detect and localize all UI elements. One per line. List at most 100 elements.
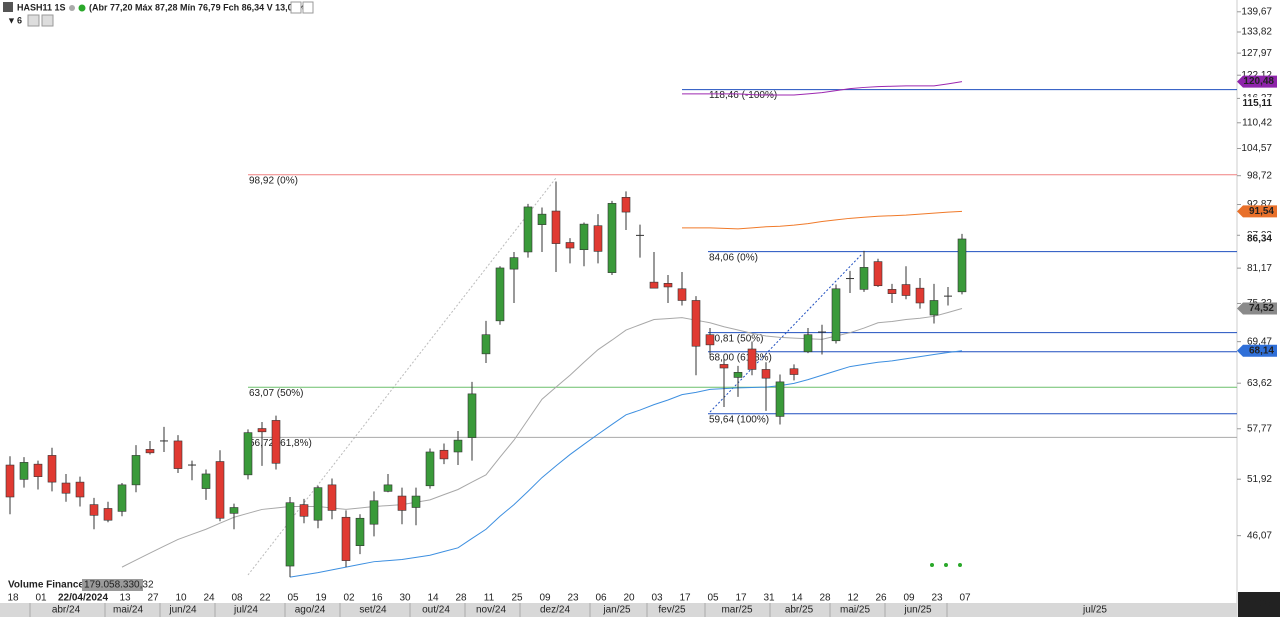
month-label: mai/25 xyxy=(840,605,870,616)
x-tick-label: 05 xyxy=(707,593,719,604)
clock: 1h08 xyxy=(1248,599,1271,610)
candle-body xyxy=(803,334,813,353)
month-label: abr/24 xyxy=(52,605,81,616)
candle-body xyxy=(873,261,883,287)
candle-body xyxy=(229,507,239,514)
candle-body xyxy=(747,348,757,370)
candle-body xyxy=(649,281,659,289)
x-tick-label: 31 xyxy=(763,593,775,604)
candle-body xyxy=(565,242,575,249)
candle-body xyxy=(271,420,281,464)
candle-body xyxy=(369,500,379,525)
month-row xyxy=(0,603,1237,617)
y-tick-label: 98,72 xyxy=(1247,170,1272,181)
candle-body xyxy=(33,463,43,477)
candle-body xyxy=(621,197,631,213)
x-tick-label: 12 xyxy=(847,593,859,604)
button[interactable] xyxy=(290,1,302,14)
symbol: HASH11 1S xyxy=(17,2,66,12)
volume-value: 179.058.330,32 xyxy=(84,580,154,591)
candle-body xyxy=(607,203,617,273)
level-label: 118,46 (-100%) xyxy=(709,90,777,101)
indicator-line xyxy=(682,210,963,230)
month-label: out/24 xyxy=(422,605,450,616)
candle-body xyxy=(355,517,365,547)
month-label: nov/24 xyxy=(476,605,506,616)
x-tick-label: 09 xyxy=(903,593,915,604)
indicators-count[interactable]: 6 xyxy=(17,15,22,25)
price-label-bg xyxy=(1240,232,1277,245)
price-badge xyxy=(1237,302,1277,315)
y-tick-label: 92,87 xyxy=(1247,199,1272,210)
level-label: 98,92 (0%) xyxy=(249,175,298,186)
status-dot xyxy=(958,563,962,567)
y-tick-label: 46,07 xyxy=(1247,530,1272,541)
candle-body xyxy=(257,428,267,433)
month-label: mar/25 xyxy=(721,605,753,616)
price-label: 86,34 xyxy=(1247,234,1272,245)
level-label: 59,64 (100%) xyxy=(709,414,769,425)
candle-body xyxy=(75,481,85,498)
volume-label: Volume Financeiro xyxy=(8,580,97,591)
price-badge-label: 91,54 xyxy=(1249,206,1274,217)
x-tick-label: 19 xyxy=(315,593,327,604)
candle-body xyxy=(789,368,799,375)
x-tick-label: 28 xyxy=(819,593,831,604)
candle-body xyxy=(327,484,337,511)
x-tick-label: 23 xyxy=(931,593,943,604)
candle-body xyxy=(411,495,421,508)
candle-body xyxy=(901,284,911,296)
y-tick-label: 104,57 xyxy=(1241,143,1272,154)
date-badge xyxy=(55,591,111,603)
x-tick-label: 08 xyxy=(231,593,243,604)
price-badge xyxy=(1237,344,1277,357)
price-badge-label: 68,14 xyxy=(1249,345,1274,356)
x-tick-label: 09 xyxy=(539,593,551,604)
candle-body xyxy=(299,504,309,517)
y-tick-label: 51,92 xyxy=(1247,474,1272,485)
candle-body xyxy=(593,225,603,252)
button[interactable] xyxy=(27,14,40,27)
price-badge-label: 74,52 xyxy=(1249,303,1274,314)
x-tick-label: 13 xyxy=(119,593,131,604)
y-tick-label: 81,17 xyxy=(1247,263,1272,274)
x-tick-label: 26 xyxy=(875,593,887,604)
candle-body xyxy=(61,482,71,494)
clock-badge xyxy=(1238,592,1280,617)
candle-body xyxy=(467,393,477,438)
indicator-line xyxy=(289,350,963,578)
dropdown-arrow[interactable]: ▼ xyxy=(7,15,16,25)
candle-body xyxy=(285,502,295,567)
month-label: jul/25 xyxy=(1082,605,1107,616)
candle-body xyxy=(243,432,253,476)
candle-body xyxy=(89,504,99,516)
status-dot xyxy=(930,563,934,567)
x-tick-label: 11 xyxy=(484,593,495,604)
y-tick-label: 127,97 xyxy=(1241,48,1272,59)
level-label: 84,06 (0%) xyxy=(709,252,758,263)
x-tick-label: 28 xyxy=(455,593,467,604)
button[interactable] xyxy=(41,14,54,27)
candle-body xyxy=(733,372,743,378)
price-label: 115,11 xyxy=(1243,98,1273,109)
candle-body xyxy=(509,257,519,270)
x-tick-label: 23 xyxy=(567,593,579,604)
icon[interactable] xyxy=(69,5,75,11)
button[interactable] xyxy=(302,1,314,14)
x-tick-label: 05 xyxy=(287,593,299,604)
candle-body xyxy=(523,206,533,253)
x-date-label: 22/04/2024 xyxy=(58,593,108,604)
x-tick-label: 30 xyxy=(399,593,411,604)
candle-body xyxy=(5,464,15,498)
candle-body xyxy=(929,300,939,316)
x-tick-label: 17 xyxy=(679,593,691,604)
candle-body xyxy=(761,369,771,379)
month-label: jun/24 xyxy=(168,605,197,616)
y-tick-label: 139,67 xyxy=(1241,6,1272,17)
x-tick-label: 06 xyxy=(595,593,607,604)
level-label: 63,07 (50%) xyxy=(249,388,303,399)
month-label: jun/25 xyxy=(903,605,932,616)
status-icon xyxy=(78,4,86,12)
volume-badge xyxy=(82,579,143,591)
